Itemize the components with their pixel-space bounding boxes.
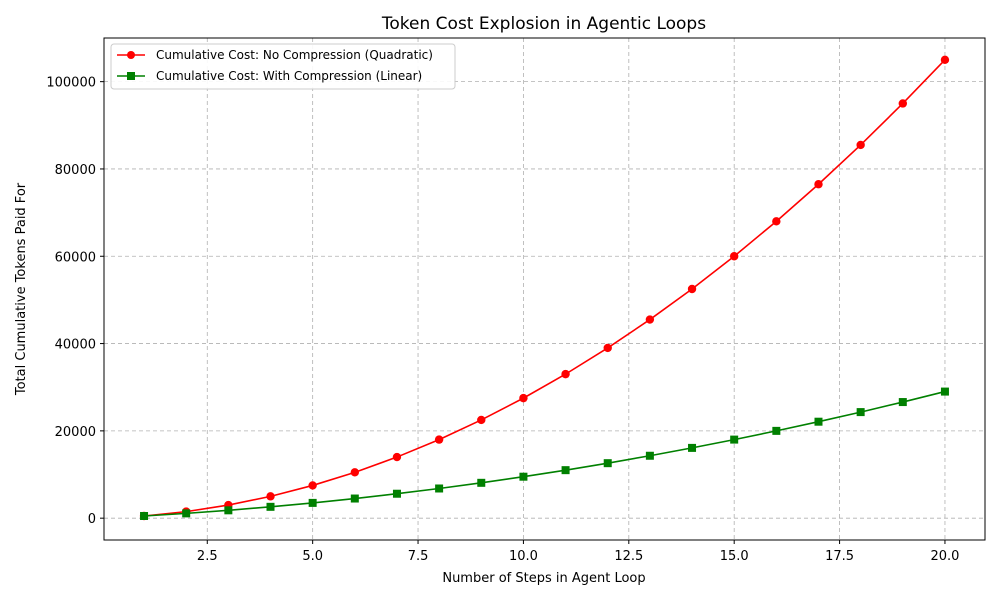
x-tick-label: 12.5 xyxy=(614,549,643,564)
data-point xyxy=(519,393,528,403)
y-tick-label: 40000 xyxy=(55,338,96,353)
y-tick-label: 60000 xyxy=(55,250,96,265)
data-point xyxy=(224,506,233,515)
legend: Cumulative Cost: No Compression (Quadrat… xyxy=(110,43,456,90)
data-point xyxy=(350,468,360,477)
data-point xyxy=(561,369,570,379)
data-point xyxy=(308,498,317,507)
data-point xyxy=(603,459,612,468)
data-point xyxy=(898,99,908,108)
data-point xyxy=(856,140,865,150)
x-tick-label: 20.0 xyxy=(930,549,959,564)
x-tick-label: 17.5 xyxy=(825,549,854,564)
data-point xyxy=(814,417,823,426)
chart-title: Token Cost Explosion in Agentic Loops xyxy=(381,14,706,34)
data-point xyxy=(688,443,697,452)
data-point xyxy=(603,343,612,353)
data-point xyxy=(308,481,317,490)
data-point xyxy=(392,489,401,498)
x-axis-label: Number of Steps in Agent Loop xyxy=(442,571,645,586)
data-point xyxy=(392,452,402,462)
data-point xyxy=(477,478,486,487)
data-point xyxy=(561,466,570,475)
legend-label-linear: Cumulative Cost: With Compression (Linea… xyxy=(156,69,422,83)
data-point xyxy=(140,511,149,520)
legend-label-quadratic: Cumulative Cost: No Compression (Quadrat… xyxy=(156,48,433,62)
data-point xyxy=(856,408,865,417)
y-tick-label: 20000 xyxy=(55,425,96,440)
x-axis-ticks: 2.5 5.0 7.5 10.0 12.5 15.0 17.5 20.0 xyxy=(197,540,959,564)
series-group xyxy=(139,55,950,521)
data-point xyxy=(772,426,781,435)
data-point xyxy=(898,398,907,407)
y-tick-label: 80000 xyxy=(55,163,96,178)
y-tick-label: 100000 xyxy=(46,76,96,91)
x-tick-label: 7.5 xyxy=(408,549,429,564)
legend-marker-quadratic xyxy=(127,51,135,59)
data-point xyxy=(645,315,655,324)
data-point xyxy=(940,387,949,396)
y-axis-label: Total Cumulative Tokens Paid For xyxy=(14,182,29,396)
y-axis-ticks: 0 20000 40000 60000 80000 100000 xyxy=(46,76,104,527)
legend-box xyxy=(110,43,456,90)
series-line xyxy=(143,59,946,517)
data-point xyxy=(940,55,950,65)
data-point xyxy=(519,472,528,481)
data-point xyxy=(772,217,781,226)
data-point xyxy=(182,509,191,518)
data-point xyxy=(730,435,739,444)
grid xyxy=(104,38,985,540)
data-point xyxy=(435,484,444,493)
series-quadratic xyxy=(139,55,950,521)
data-point xyxy=(687,284,697,294)
data-point xyxy=(266,492,275,501)
x-tick-label: 15.0 xyxy=(720,549,749,564)
data-point xyxy=(350,494,359,503)
plot-frame xyxy=(103,37,986,541)
series-linear xyxy=(140,387,949,520)
data-point xyxy=(477,415,486,425)
series-line xyxy=(144,390,946,517)
data-point xyxy=(266,502,275,511)
data-point xyxy=(729,252,739,261)
x-tick-label: 10.0 xyxy=(509,549,538,564)
data-point xyxy=(814,180,823,189)
x-tick-label: 5.0 xyxy=(302,549,323,564)
y-tick-label: 0 xyxy=(88,512,96,527)
x-tick-label: 2.5 xyxy=(197,549,218,564)
legend-marker-linear xyxy=(127,72,135,80)
data-point xyxy=(434,435,444,444)
data-point xyxy=(645,451,654,460)
